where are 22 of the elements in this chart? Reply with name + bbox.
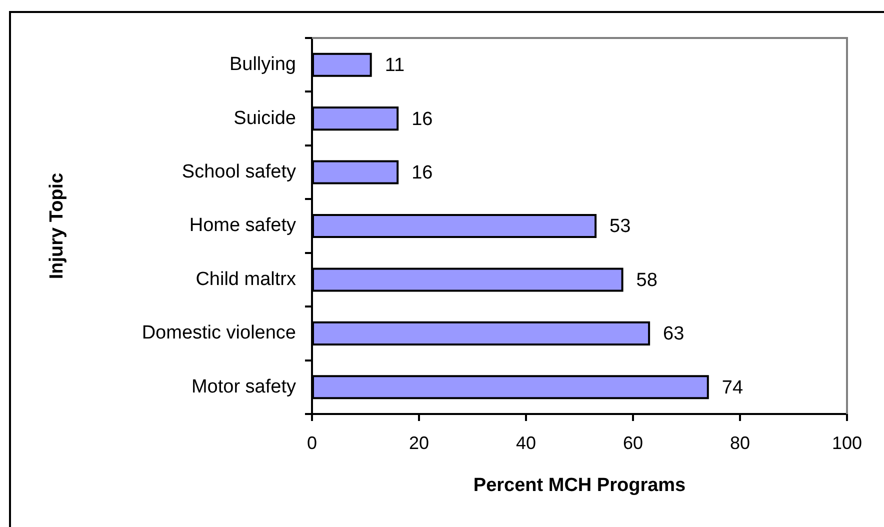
- y-tick-label: Bullying: [229, 54, 296, 76]
- x-tick-label: 40: [516, 432, 536, 453]
- data-label: 53: [610, 216, 631, 238]
- x-tick-label: 20: [408, 432, 430, 453]
- y-tick-label: School safety: [182, 162, 296, 183]
- data-label: 16: [412, 162, 433, 184]
- y-tick-label: Child maltrx: [196, 268, 296, 290]
- x-axis-title: Percent MCH Programs: [473, 474, 686, 496]
- y-tick-label: Motor safety: [191, 376, 296, 398]
- data-label: 16: [412, 108, 433, 130]
- data-label: 74: [722, 377, 744, 398]
- y-axis-title: Injury Topic: [46, 172, 68, 280]
- y-tick-label: Home safety: [189, 215, 296, 236]
- x-tick-label: 60: [622, 432, 644, 453]
- data-label: 58: [636, 270, 658, 291]
- x-tick-label: 0: [306, 432, 318, 453]
- data-label: 63: [663, 324, 684, 345]
- x-tick-label: 100: [832, 432, 862, 453]
- y-tick-label: Domestic violence: [142, 322, 296, 344]
- y-tick-label: Suicide: [234, 108, 296, 129]
- x-tick-label: 80: [730, 432, 750, 453]
- data-label: 11: [384, 55, 405, 76]
